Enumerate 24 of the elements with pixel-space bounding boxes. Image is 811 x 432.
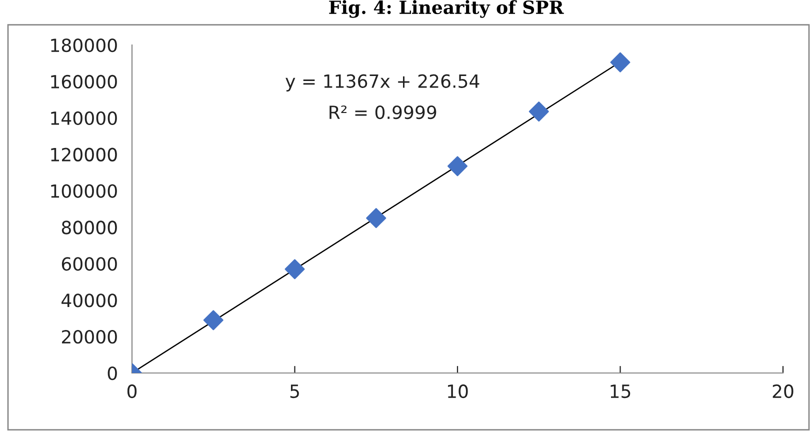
x-tick-label: 15: [610, 384, 630, 398]
y-tick-label: 0: [108, 366, 117, 380]
y-tick-label: 60000: [62, 257, 117, 271]
y-tick-label: 40000: [62, 294, 117, 308]
y-tick-label: 180000: [51, 38, 117, 52]
point: [610, 52, 630, 72]
annotation: y = 11367x + 226.54: [286, 74, 480, 92]
point: [447, 156, 468, 176]
annotation: R² = 0.9999: [330, 105, 436, 120]
x-tick-label: 0: [127, 384, 137, 398]
y-tick-label: 100000: [51, 184, 117, 198]
y-tick-label: 20000: [62, 330, 117, 344]
point: [284, 259, 305, 280]
y-tick-label: 140000: [51, 111, 117, 126]
y-tick-label: 160000: [51, 74, 117, 89]
chart-title: Fig. 4: Linearity of SPR: [329, 0, 564, 18]
x-tick-label: 5: [290, 384, 299, 398]
x-tick-label: 10: [448, 384, 468, 398]
point: [203, 310, 224, 330]
y-tick-label: 120000: [51, 148, 117, 162]
point: [366, 208, 386, 228]
point: [528, 102, 549, 122]
y-tick-label: 80000: [62, 220, 117, 234]
x-tick-label: 20: [772, 384, 794, 398]
